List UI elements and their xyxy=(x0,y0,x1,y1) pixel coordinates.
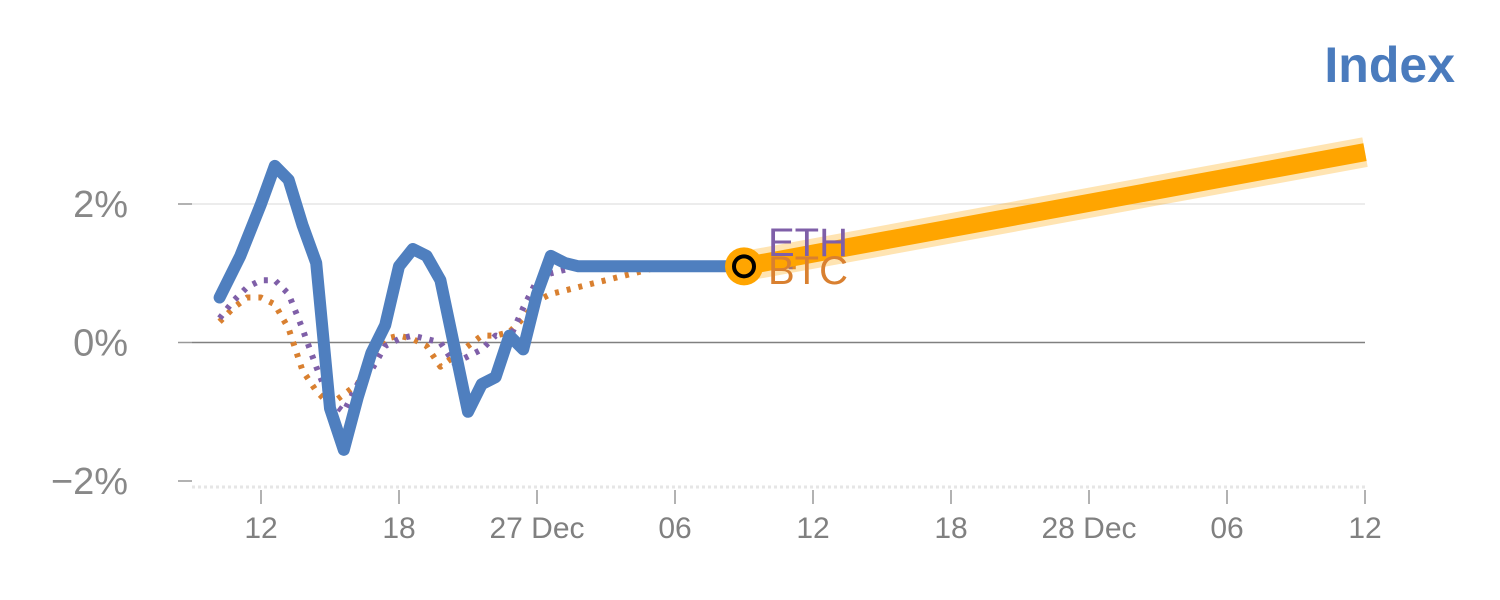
marker-inner xyxy=(732,254,756,279)
ytick-label: 2% xyxy=(73,184,128,226)
ytick-label: −2% xyxy=(51,461,128,503)
series-line-eth xyxy=(217,263,800,415)
axis-layer: 2% 0% −2% 12 18 27 Dec 06 12 18 28 Dec 06 12 xyxy=(51,184,1382,545)
xtick-label: 06 xyxy=(658,512,691,545)
xtick-label: 12 xyxy=(244,512,277,545)
xtick-label: 27 Dec xyxy=(489,512,584,545)
end-label-eth: ETH xyxy=(768,221,848,265)
xtick-label: 12 xyxy=(1348,512,1381,545)
forecast-line xyxy=(742,143,1367,276)
chart-title: Index xyxy=(1324,37,1455,93)
series-line-index xyxy=(213,159,737,456)
xtick-label: 12 xyxy=(796,512,829,545)
grid-layer xyxy=(192,203,1365,489)
xtick-label: 06 xyxy=(1210,512,1243,545)
xtick-label: 18 xyxy=(382,512,415,545)
end-label-btc: BTC xyxy=(768,249,848,293)
xtick-label: 28 Dec xyxy=(1041,512,1136,545)
xtick-label: 18 xyxy=(934,512,967,545)
ytick-label: 0% xyxy=(73,323,128,365)
series-layer xyxy=(213,159,800,456)
